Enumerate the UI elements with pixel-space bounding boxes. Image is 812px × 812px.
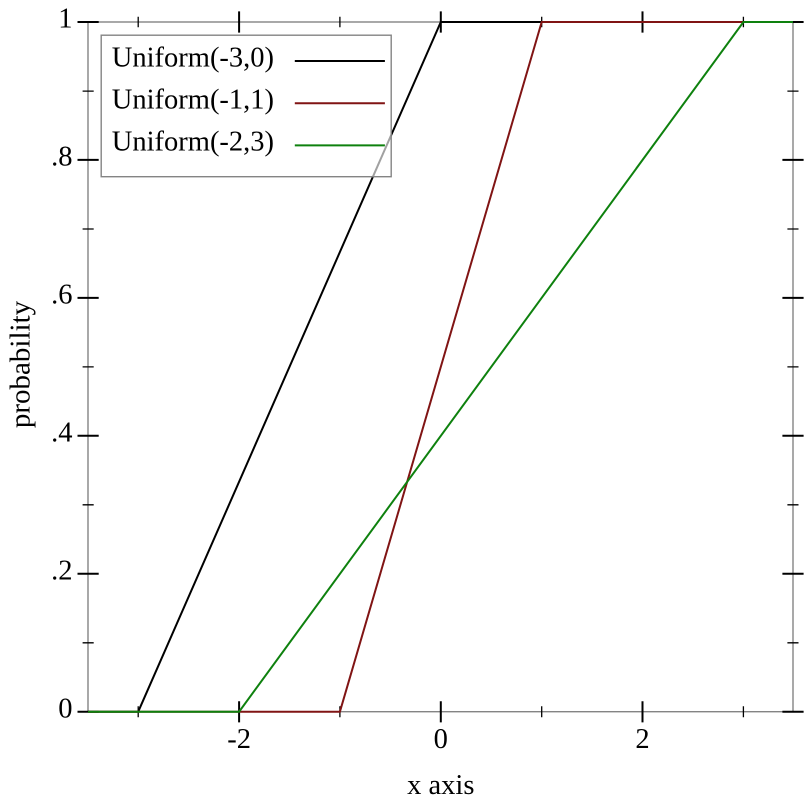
svg-text:1: 1 <box>58 4 72 35</box>
svg-text:x axis: x axis <box>407 770 474 801</box>
svg-text:Uniform(-1,1): Uniform(-1,1) <box>112 85 274 116</box>
svg-text:Uniform(-2,3): Uniform(-2,3) <box>112 127 274 158</box>
svg-text:.6: .6 <box>51 280 72 311</box>
svg-text:2: 2 <box>635 724 649 755</box>
svg-text:probability: probability <box>5 300 37 428</box>
svg-text:-2: -2 <box>227 724 251 755</box>
svg-text:.8: .8 <box>51 142 72 173</box>
svg-text:.2: .2 <box>51 555 72 586</box>
svg-text:0: 0 <box>434 724 448 755</box>
svg-text:Uniform(-3,0): Uniform(-3,0) <box>112 43 274 74</box>
svg-text:.4: .4 <box>51 417 72 448</box>
svg-text:0: 0 <box>58 693 72 724</box>
